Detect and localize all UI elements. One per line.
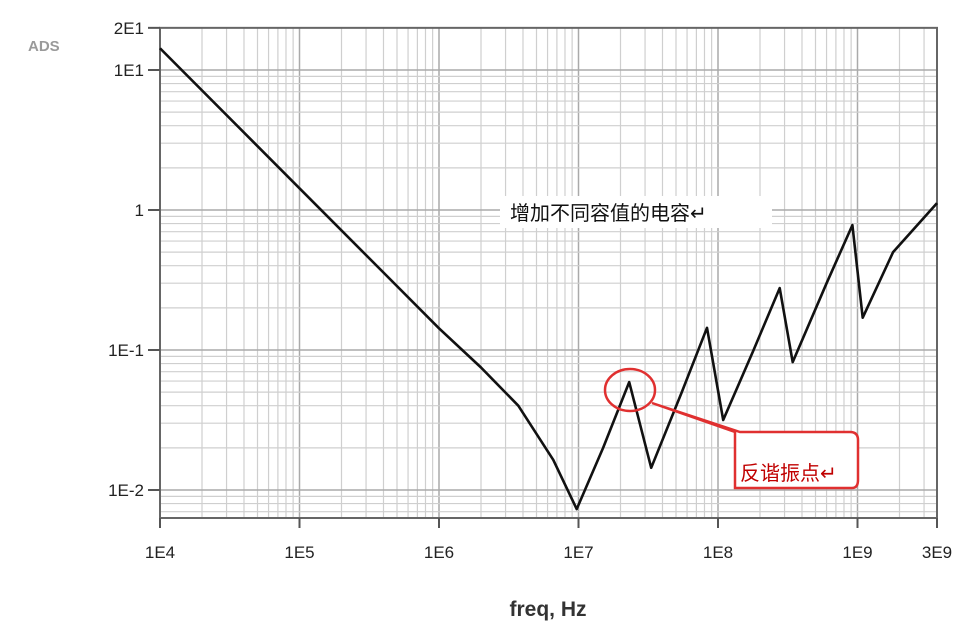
x-tick-label: 1E9 bbox=[842, 543, 872, 562]
y-tick-label: 1E-2 bbox=[108, 481, 144, 500]
x-tick-label: 3E9 bbox=[922, 543, 952, 562]
series-line bbox=[159, 47, 938, 511]
annotation-note: 增加不同容值的电容↵ bbox=[510, 201, 707, 225]
x-tick-label: 1E8 bbox=[703, 543, 733, 562]
x-tick-label: 1E5 bbox=[284, 543, 314, 562]
y-tick-label: 2E1 bbox=[114, 19, 144, 38]
y-tick-label: 1 bbox=[135, 201, 144, 220]
plot-frame bbox=[159, 26, 938, 519]
ads-logo: ADS bbox=[28, 38, 60, 55]
annotation-antiresonance: 反谐振点↵ bbox=[740, 461, 837, 485]
x-axis-label: freq, Hz bbox=[509, 598, 586, 621]
resonance-circle bbox=[603, 367, 657, 413]
x-tick-label: 1E6 bbox=[424, 543, 454, 562]
callout-box bbox=[651, 401, 860, 490]
x-tick-label: 1E4 bbox=[145, 543, 175, 562]
x-tick-label: 1E7 bbox=[563, 543, 593, 562]
note-box bbox=[500, 196, 772, 228]
y-tick-label: 1E1 bbox=[114, 61, 144, 80]
y-tick-label: 1E-1 bbox=[108, 341, 144, 360]
axes: 1E4 1E5 1E6 1E7 1E8 1E9 3E9 2E1 1E1 1 1E-1 1E-2 bbox=[108, 19, 952, 562]
